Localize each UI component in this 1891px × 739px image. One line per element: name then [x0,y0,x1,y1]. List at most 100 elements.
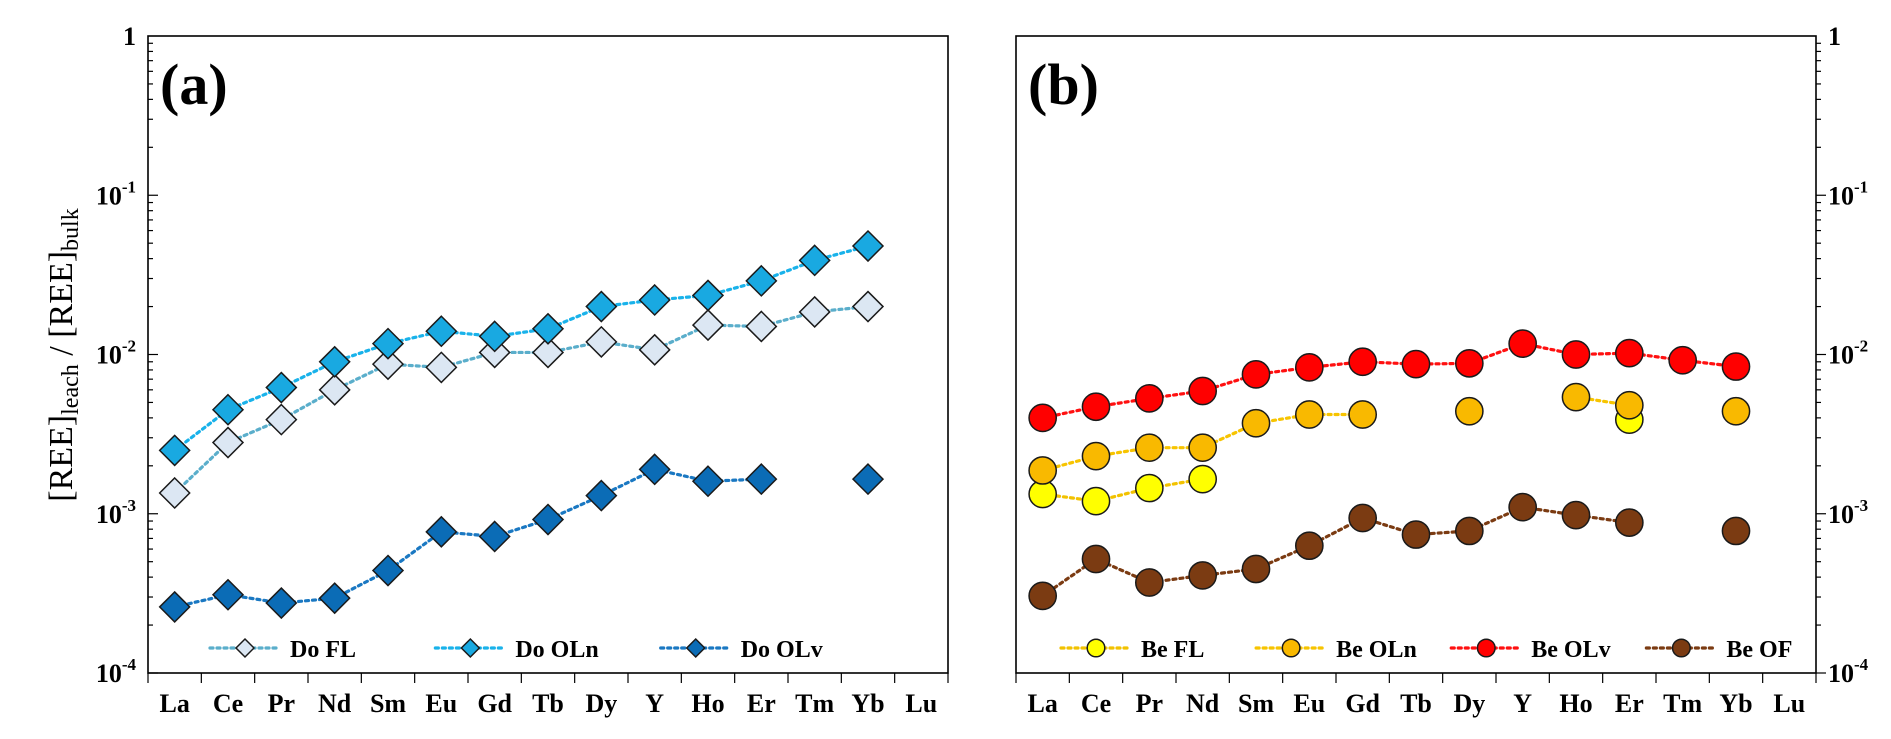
data-point-Ho [1561,340,1591,369]
data-point-Ho [1561,382,1591,412]
legend-marker [685,637,706,659]
y-tick-label: 10-3 [96,496,136,529]
legend-item-be-olv: Be OLv [1449,637,1611,663]
x-tick-label-Ho: Ho [1559,689,1592,718]
y-axis-label: [REE]leach / [REE]bulk [43,208,84,501]
data-point-Pr [265,403,298,436]
data-point-Gd [1348,400,1378,429]
x-tick-label-Sm: Sm [370,689,406,718]
data-point-Ce [1081,392,1111,422]
data-point-Y [1508,492,1538,522]
data-point-Nd [1188,433,1218,463]
data-point-Y [638,283,671,317]
data-point-Ce [1081,544,1111,574]
data-point-La [158,590,191,623]
data-point-Eu [425,515,458,548]
legend-label: Be OLv [1531,637,1610,663]
data-point-Tb [1401,520,1431,549]
data-point-Er [1614,338,1644,368]
x-tick-label-La: La [1027,689,1057,718]
y-tick-label: 10-3 [1828,496,1868,529]
data-point-Gd [478,320,511,353]
data-point-Er [1614,390,1644,420]
data-point-Dy [585,479,618,512]
data-point-Yb [1721,396,1751,426]
data-point-Sm [1241,360,1271,389]
data-point-Pr [265,586,298,620]
data-point-Dy [1454,348,1484,378]
data-point-Tb [531,312,565,345]
data-point-La [158,476,191,510]
series-line [1041,505,1631,598]
legend-label: Be OLn [1336,637,1417,663]
legend-label: Be FL [1141,637,1204,663]
data-point-Ce [1081,486,1111,516]
legend-marker [460,637,481,659]
data-point-Ho [691,465,725,498]
x-tick-label-Er: Er [747,689,776,718]
series-be-of [1028,492,1751,611]
y-tick-label: 10-4 [96,655,137,688]
legend-item-do-olv: Do OLv [659,637,823,663]
data-point-Er [745,310,778,343]
data-point-Ho [691,309,725,342]
data-point-Ce [211,426,245,459]
data-point-Nd [1188,376,1218,406]
data-point-Yb [851,290,885,323]
series-do-fl [158,290,885,510]
data-point-Eu [1294,531,1324,561]
panel-label: (b) [1028,52,1099,117]
data-point-Tb [1401,349,1431,379]
legend-marker [1476,638,1496,658]
data-point-Tm [798,244,831,277]
data-point-Eu [425,315,458,348]
legend-label: Do FL [290,637,356,663]
legend-label: Do OLv [741,637,823,663]
data-point-Eu [1294,353,1324,382]
y-tick-label: 10-2 [96,337,136,370]
data-point-Eu [425,351,458,384]
data-point-La [1028,581,1058,611]
data-point-Ce [211,578,245,611]
legend-item-be-fl: Be FL [1059,637,1204,663]
panel-a: 10-4 10-3 10-2 10-1 1 La Ce Pr Nd Sm Eu Gd Tb Dy Y Ho Er… [96,22,949,718]
legend-item-do-fl: Do FL [208,637,356,663]
y-tick-label: 1 [123,22,136,51]
x-tick-label-Pr: Pr [1136,689,1163,718]
data-point-Er [745,264,778,297]
data-point-Gd [1348,347,1378,377]
x-tick-label-Tm: Tm [795,689,834,718]
x-tick-label-Sm: Sm [1238,689,1274,718]
data-point-Nd [318,582,351,615]
data-point-Nd [318,373,351,406]
data-point-Eu [1294,400,1324,429]
x-tick-label-Tb: Tb [532,689,564,718]
data-point-Pr [1134,433,1164,463]
data-point-Nd [1188,464,1218,494]
x-tick-label-Ho: Ho [691,689,724,718]
legend-marker [234,637,256,659]
data-point-Y [638,453,671,486]
data-point-Ho [1561,500,1591,530]
x-tick-label-Yb: Yb [1719,689,1752,718]
legend-label: Do OLn [515,637,598,663]
data-point-Ho [691,279,725,312]
data-point-Dy [585,290,618,323]
data-point-Er [1614,508,1644,537]
legend-marker [1281,638,1301,658]
data-point-Nd [1188,561,1218,590]
series-be-olv [1028,329,1751,433]
data-point-Sm [1241,408,1271,438]
data-point-Sm [371,348,405,381]
x-tick-label-Ce: Ce [213,689,243,718]
y-tick-label: 1 [1828,22,1841,51]
data-point-Ce [1081,441,1111,471]
y-tick-label: 10-4 [1828,655,1869,688]
y-tick-label: 10-1 [1828,177,1868,210]
legend-item-be-of: Be OF [1644,637,1792,663]
x-tick-label-Nd: Nd [318,689,352,718]
x-tick-label-Gd: Gd [477,689,512,718]
data-point-Yb [1721,516,1751,546]
data-point-Pr [1134,473,1164,503]
data-point-La [1028,403,1058,433]
